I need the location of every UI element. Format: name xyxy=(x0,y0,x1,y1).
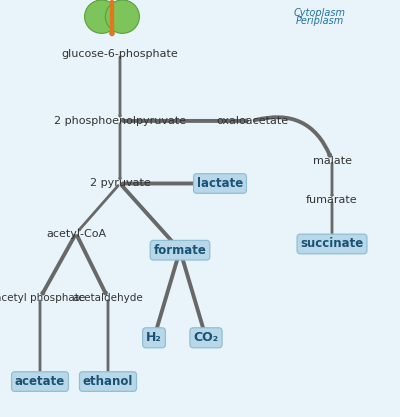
Text: H₂: H₂ xyxy=(146,331,162,344)
Text: acetaldehyde: acetaldehyde xyxy=(73,293,143,303)
Text: oxaloacetate: oxaloacetate xyxy=(216,116,288,126)
Text: formate: formate xyxy=(154,244,206,257)
Text: lactate: lactate xyxy=(197,177,243,190)
Text: fumarate: fumarate xyxy=(306,195,358,205)
Text: glucose-6-phosphate: glucose-6-phosphate xyxy=(62,49,178,59)
Text: acetate: acetate xyxy=(15,375,65,388)
Text: acetyl phosphate: acetyl phosphate xyxy=(0,293,85,303)
Text: ethanol: ethanol xyxy=(83,375,133,388)
Text: CO₂: CO₂ xyxy=(194,331,218,344)
Text: 2 phosphoenolpyruvate: 2 phosphoenolpyruvate xyxy=(54,116,186,126)
Text: succinate: succinate xyxy=(300,237,364,251)
Ellipse shape xyxy=(106,0,140,33)
Ellipse shape xyxy=(85,0,118,33)
Text: malate: malate xyxy=(312,156,352,166)
Text: Periplasm: Periplasm xyxy=(296,16,344,26)
Text: Cytoplasm: Cytoplasm xyxy=(294,8,346,18)
Text: acetyl-CoA: acetyl-CoA xyxy=(46,229,106,239)
Text: 2 pyruvate: 2 pyruvate xyxy=(90,178,150,188)
